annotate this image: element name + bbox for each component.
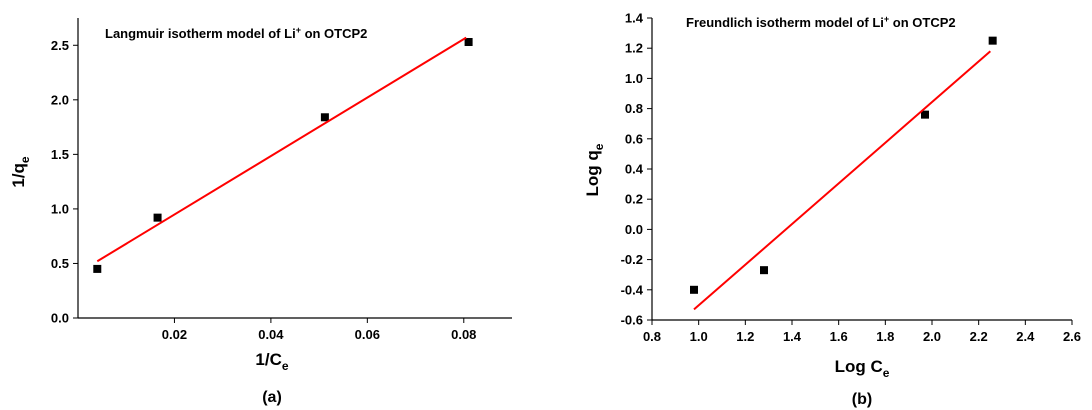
y-tick-label: 1.0 [51, 201, 69, 216]
x-tick-label: 2.6 [1063, 329, 1081, 344]
x-tick-label: 0.08 [451, 327, 476, 342]
y-tick-label: 0.2 [625, 192, 643, 207]
data-point [760, 266, 768, 275]
panel-label: (b) [852, 391, 872, 408]
y-tick-label: 1.4 [625, 11, 644, 26]
x-tick-label: 0.04 [258, 327, 284, 342]
x-tick-label: 2.0 [923, 329, 941, 344]
x-tick-label: 2.2 [970, 329, 988, 344]
langmuir-chart: 0.0 0.5 1.0 1.5 2.0 2.5 0.02 0.04 0.06 0.08 Langm… [9, 18, 512, 406]
y-tick-label: -0.4 [621, 282, 644, 297]
data-point [988, 36, 997, 45]
chart-title: Langmuir isotherm model of Li+ on OTCP2 [105, 25, 367, 41]
freundlich-chart: -0.6 -0.4 -0.2 0.0 0.2 0.4 0.6 0.8 1.0 1.2 1.4 0.8 1… [583, 11, 1081, 409]
y-tick-label: -0.6 [621, 313, 643, 328]
x-tick-label: 1.0 [690, 329, 708, 344]
x-axis-label: Log Ce [835, 357, 890, 380]
y-tick-label: -0.2 [621, 252, 643, 267]
y-tick-label: 2.5 [51, 38, 69, 53]
data-point [464, 38, 473, 46]
x-axis-label: 1/Ce [255, 350, 288, 373]
y-tick-label: 0.8 [625, 101, 643, 116]
data-point [93, 264, 102, 273]
x-tick-label: 0.8 [643, 329, 661, 344]
y-axis-label: 1/qe [9, 156, 32, 188]
y-tick-label: 0.4 [625, 162, 644, 177]
fit-line [693, 50, 991, 311]
x-tick-label: 1.6 [830, 329, 848, 344]
data-point [921, 110, 929, 119]
y-tick-label: 0.0 [625, 222, 643, 237]
plot-area: -0.6 -0.4 -0.2 0.0 0.2 0.4 0.6 0.8 1.0 1.2 1.4 0.8 1… [621, 11, 1081, 345]
data-point [320, 113, 329, 122]
data-point [153, 213, 162, 222]
chart-title: Freundlich isotherm model of Li+ on OTCP… [686, 14, 956, 30]
y-tick-label: 2.0 [51, 92, 69, 107]
y-axis-label: Log qe [583, 143, 606, 196]
x-tick-label: 0.02 [162, 327, 187, 342]
x-tick-label: 2.4 [1016, 329, 1035, 344]
x-tick-label: 0.06 [355, 327, 380, 342]
panel-label: (a) [262, 389, 282, 406]
y-tick-label: 0.0 [51, 311, 69, 326]
fit-line [96, 36, 467, 263]
y-tick-label: 1.5 [51, 147, 69, 162]
y-tick-label: 1.0 [625, 71, 643, 86]
x-tick-label: 1.4 [783, 329, 802, 344]
y-tick-label: 1.2 [625, 41, 643, 56]
y-tick-label: 0.5 [51, 256, 69, 271]
data-point [690, 285, 698, 294]
plot-area: 0.0 0.5 1.0 1.5 2.0 2.5 0.02 0.04 0.06 0.08 [51, 18, 512, 342]
x-tick-label: 1.2 [736, 329, 754, 344]
x-tick-label: 1.8 [876, 329, 894, 344]
y-tick-label: 0.6 [625, 131, 643, 146]
